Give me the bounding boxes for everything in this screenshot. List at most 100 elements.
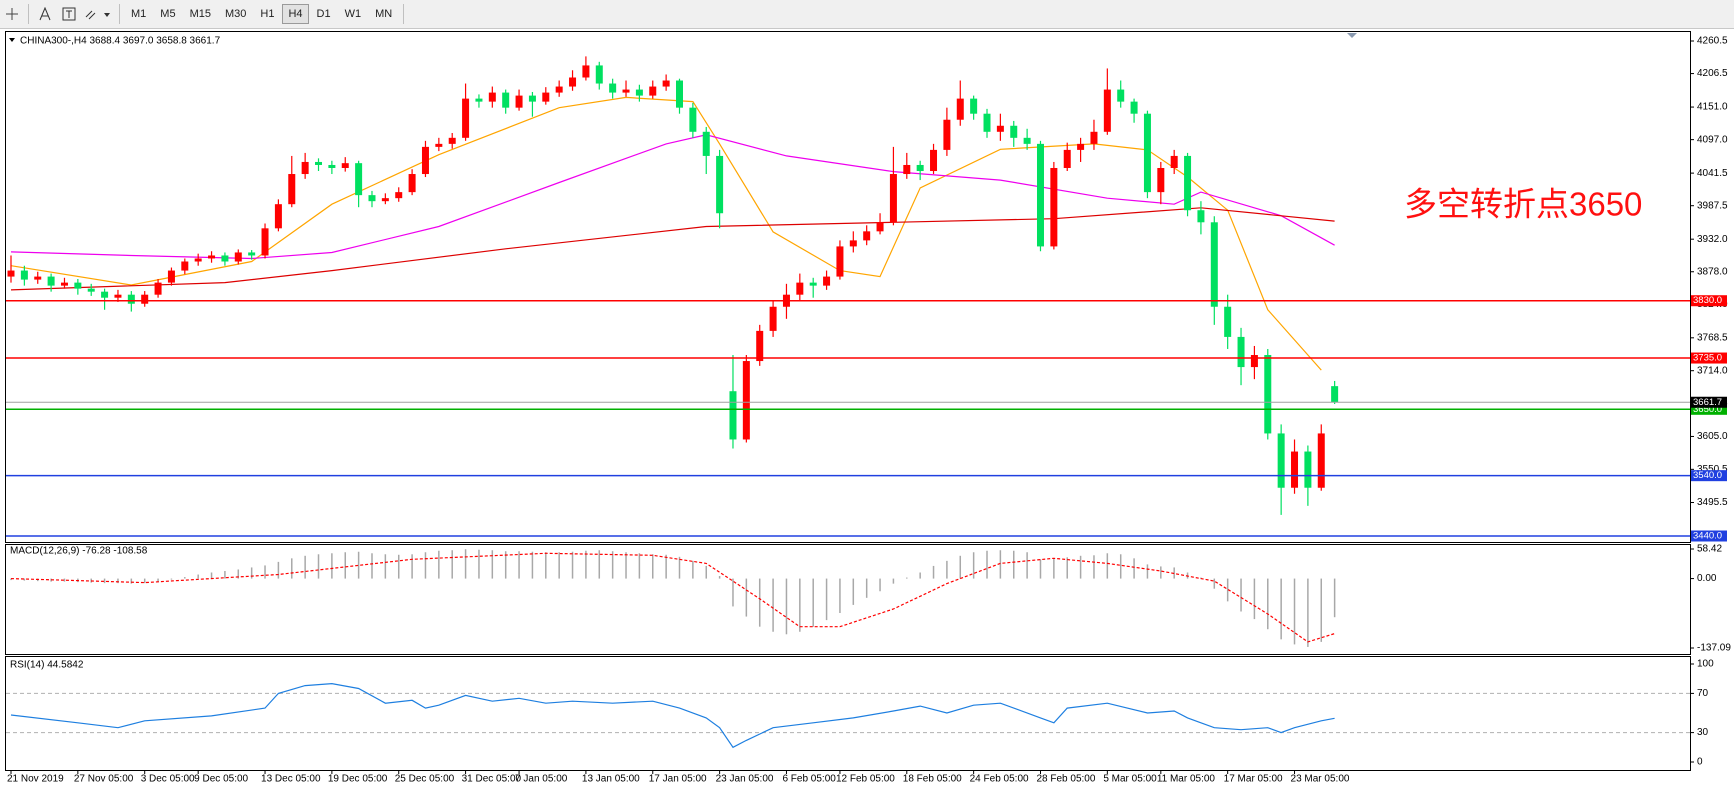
y-tick-label: 3714.0 xyxy=(1697,365,1728,376)
level-label: 3540.0 xyxy=(1693,470,1722,481)
toolbar: M1 M5 M15 M30 H1 H4 D1 W1 MN xyxy=(0,0,1734,29)
candle-body xyxy=(729,391,737,440)
last-price-bg xyxy=(1691,396,1727,408)
candle-body xyxy=(542,92,550,102)
separator xyxy=(403,4,405,24)
period-button[interactable]: M1 xyxy=(131,8,147,20)
arrows-tool[interactable] xyxy=(81,3,115,25)
x-tick-label: 19 Dec 05:00 xyxy=(328,774,388,785)
level-label-bg xyxy=(1691,470,1727,482)
candle-body xyxy=(863,231,871,241)
macd-panel-border xyxy=(5,544,1691,655)
collapse-arrow xyxy=(9,38,15,42)
period-button[interactable]: D1 xyxy=(316,8,331,20)
separator xyxy=(119,4,120,24)
level-label: 3440.0 xyxy=(1693,531,1722,542)
x-tick-label: 31 Dec 05:00 xyxy=(462,774,522,785)
candle-body xyxy=(1036,143,1044,247)
candle-body xyxy=(836,246,844,277)
period-button[interactable]: H1 xyxy=(260,8,275,20)
candle-body xyxy=(635,89,643,96)
candle-body xyxy=(1130,101,1138,114)
period-button[interactable]: M30 xyxy=(224,8,247,20)
candle-body xyxy=(956,98,964,120)
period-button[interactable]: H4 xyxy=(282,4,309,24)
text-icon xyxy=(39,7,51,21)
candle-body xyxy=(328,164,336,168)
y-tick-label: 0 xyxy=(1697,757,1703,768)
candle-body xyxy=(381,198,389,202)
candle-body xyxy=(368,195,376,202)
candle-body xyxy=(756,330,764,362)
candle-body xyxy=(649,86,657,96)
x-tick-label: 18 Feb 05:00 xyxy=(903,774,962,785)
candle-body xyxy=(1264,355,1272,434)
x-tick-label: 21 Nov 2019 xyxy=(7,774,64,785)
candle-body xyxy=(194,258,202,262)
y-tick-label: 4097.0 xyxy=(1697,134,1728,145)
candle-body xyxy=(1157,167,1165,193)
candle-body xyxy=(930,149,938,172)
candle-body xyxy=(849,240,857,247)
annotation: 多空转折点3650 xyxy=(1404,186,1642,223)
candle-body xyxy=(395,192,403,199)
period-button[interactable]: MN xyxy=(375,8,393,20)
candle-body xyxy=(1317,433,1325,488)
y-tick-label: 0.00 xyxy=(1697,573,1717,584)
candle-body xyxy=(127,294,135,304)
candle-body xyxy=(1210,222,1218,307)
period-button[interactable]: W1 xyxy=(344,8,362,20)
candle-body xyxy=(1197,210,1205,223)
text-tool[interactable] xyxy=(33,3,57,25)
candle-body xyxy=(87,288,95,292)
candle-body xyxy=(1250,355,1258,368)
candle-body xyxy=(889,174,897,223)
label-tool[interactable] xyxy=(57,3,81,25)
candle-body xyxy=(916,164,924,172)
level-label: 3735.0 xyxy=(1693,353,1722,364)
candle-body xyxy=(943,119,951,150)
candle-body xyxy=(796,282,804,295)
y-tick-label: 3987.5 xyxy=(1697,200,1728,211)
y-tick-label: 4151.0 xyxy=(1697,102,1728,113)
shift-marker xyxy=(1347,33,1357,38)
candle-body xyxy=(676,80,683,108)
candle-body xyxy=(515,95,523,108)
candle-body xyxy=(1184,155,1192,211)
period-button[interactable]: M5 xyxy=(160,8,176,20)
candle-body xyxy=(1277,433,1285,488)
y-tick-label: 4041.5 xyxy=(1697,168,1728,179)
candle-body xyxy=(60,282,68,286)
candle-body xyxy=(462,98,470,138)
x-tick-label: 28 Feb 05:00 xyxy=(1036,774,1095,785)
crosshair-icon xyxy=(6,8,18,20)
level-label-bg xyxy=(1691,352,1727,364)
y-tick-label: 58.42 xyxy=(1697,544,1722,555)
rsi-line xyxy=(10,682,1335,749)
candle-body xyxy=(662,80,670,87)
candle-body xyxy=(221,255,229,262)
period-button[interactable]: M15 xyxy=(189,8,211,20)
candle-body xyxy=(876,222,884,232)
candle-body xyxy=(261,228,269,256)
y-tick-label: 70 xyxy=(1697,688,1709,699)
candle-body xyxy=(742,361,750,440)
x-tick-label: 25 Dec 05:00 xyxy=(395,774,455,785)
candle-body xyxy=(181,261,189,271)
crosshair-tool[interactable] xyxy=(0,3,24,25)
x-tick-label: 6 Feb 05:00 xyxy=(782,774,836,785)
rsi-panel-border xyxy=(5,656,1691,771)
candle-body xyxy=(408,174,416,193)
x-tick-label: 13 Dec 05:00 xyxy=(261,774,321,785)
rsi-label: RSI(14) 44.5842 xyxy=(10,660,84,671)
candle-body xyxy=(1304,451,1312,488)
arrows-icon xyxy=(85,10,110,20)
x-tick-label: 24 Feb 05:00 xyxy=(970,774,1029,785)
candle-body xyxy=(1010,125,1018,138)
x-tick-label: 5 Mar 05:00 xyxy=(1103,774,1157,785)
candle-body xyxy=(689,107,697,132)
candle-body xyxy=(7,270,15,277)
candle-body xyxy=(114,294,122,298)
